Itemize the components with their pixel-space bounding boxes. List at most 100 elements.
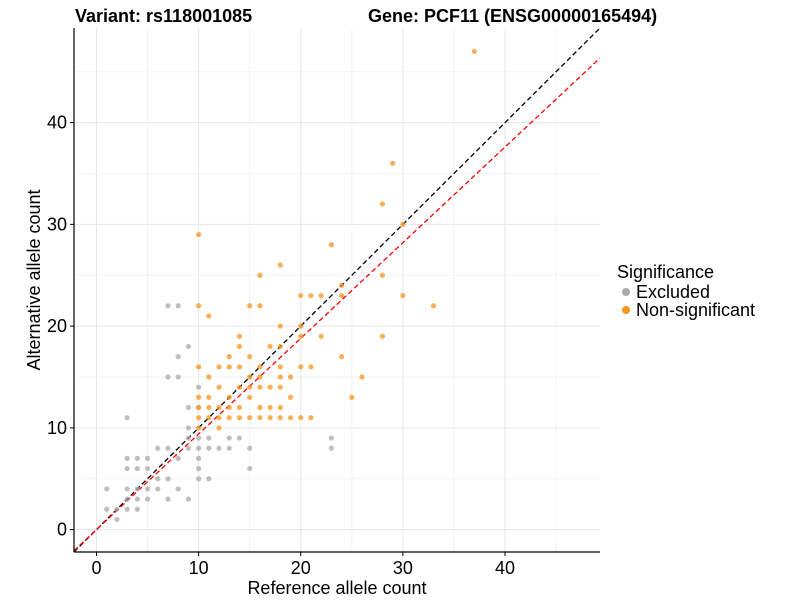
point-excluded	[155, 486, 161, 492]
point-non-significant	[236, 364, 243, 370]
point-excluded	[196, 435, 202, 441]
point-non-significant	[216, 404, 222, 411]
point-excluded	[114, 506, 120, 512]
point-non-significant	[206, 404, 212, 411]
point-excluded	[134, 486, 140, 492]
point-excluded	[175, 303, 181, 309]
point-non-significant	[277, 384, 283, 390]
point-non-significant	[257, 272, 263, 278]
point-non-significant	[400, 221, 406, 227]
point-non-significant	[206, 374, 212, 380]
point-non-significant	[338, 354, 345, 360]
point-non-significant	[196, 303, 202, 309]
point-excluded	[124, 506, 130, 512]
point-non-significant	[298, 415, 304, 421]
point-non-significant	[379, 272, 386, 278]
point-non-significant	[298, 333, 304, 339]
point-non-significant	[338, 282, 345, 289]
point-non-significant	[471, 48, 477, 55]
x-tick-label: 30	[393, 558, 413, 578]
point-non-significant	[349, 394, 355, 400]
point-excluded	[134, 465, 140, 472]
point-excluded	[175, 455, 181, 461]
legend-title: Significance	[617, 262, 714, 282]
point-non-significant	[236, 415, 243, 421]
x-tick-label: 20	[291, 558, 311, 578]
fit-line	[73, 57, 601, 552]
point-non-significant	[359, 374, 365, 380]
point-excluded	[328, 445, 334, 451]
point-excluded	[134, 496, 140, 502]
point-non-significant	[236, 384, 243, 390]
point-excluded	[185, 404, 191, 411]
y-tick-label: 40	[47, 113, 67, 133]
point-non-significant	[277, 404, 283, 411]
point-non-significant	[277, 415, 283, 421]
y-tick-label: 30	[47, 214, 67, 234]
point-excluded	[104, 506, 110, 512]
point-non-significant	[247, 354, 253, 360]
point-excluded	[134, 506, 140, 512]
point-non-significant	[379, 201, 386, 207]
point-non-significant	[206, 313, 212, 319]
y-tick-label: 20	[47, 316, 67, 336]
point-non-significant	[338, 292, 345, 299]
x-tick-label: 10	[189, 558, 209, 578]
point-non-significant	[328, 242, 334, 248]
point-excluded	[114, 516, 120, 523]
legend-label: Excluded	[636, 282, 710, 302]
point-excluded	[165, 496, 171, 502]
y-tick-label: 0	[57, 520, 67, 540]
point-non-significant	[318, 333, 324, 339]
point-non-significant	[247, 303, 253, 309]
x-tick-label: 40	[495, 558, 515, 578]
point-non-significant	[277, 364, 283, 370]
point-non-significant	[196, 364, 202, 370]
point-non-significant	[236, 333, 243, 339]
point-excluded	[124, 465, 130, 472]
point-excluded	[226, 435, 232, 441]
point-excluded	[165, 303, 171, 309]
point-excluded	[165, 476, 171, 482]
point-excluded	[196, 465, 202, 472]
point-excluded	[328, 435, 334, 441]
point-non-significant	[226, 394, 232, 400]
point-non-significant	[400, 292, 406, 299]
point-non-significant	[196, 425, 202, 431]
point-non-significant	[287, 415, 294, 421]
point-excluded	[124, 455, 130, 461]
point-non-significant	[298, 292, 304, 299]
point-non-significant	[308, 364, 314, 370]
point-non-significant	[390, 160, 396, 166]
y-tick-label: 10	[47, 418, 67, 438]
legend-key-non-significant	[622, 306, 630, 314]
point-excluded	[196, 384, 202, 390]
point-non-significant	[216, 425, 222, 431]
point-non-significant	[298, 323, 304, 329]
point-non-significant	[277, 262, 283, 268]
reference-lines	[73, 27, 601, 553]
point-non-significant	[236, 343, 243, 350]
point-non-significant	[216, 415, 222, 421]
point-excluded	[175, 374, 181, 380]
x-tick-label: 0	[91, 558, 101, 578]
point-excluded	[236, 435, 243, 441]
point-non-significant	[247, 384, 253, 390]
point-excluded	[196, 445, 202, 451]
point-excluded	[185, 496, 191, 502]
point-excluded	[144, 496, 151, 502]
point-excluded	[104, 486, 110, 492]
point-non-significant	[196, 231, 202, 238]
point-excluded	[206, 445, 212, 451]
point-non-significant	[206, 415, 212, 421]
point-excluded	[216, 445, 222, 451]
point-excluded	[124, 415, 130, 421]
point-non-significant	[206, 394, 212, 400]
point-non-significant	[318, 292, 324, 299]
point-excluded	[185, 343, 191, 350]
point-excluded	[206, 435, 212, 441]
point-non-significant	[257, 374, 263, 380]
grid-lines	[74, 28, 600, 552]
